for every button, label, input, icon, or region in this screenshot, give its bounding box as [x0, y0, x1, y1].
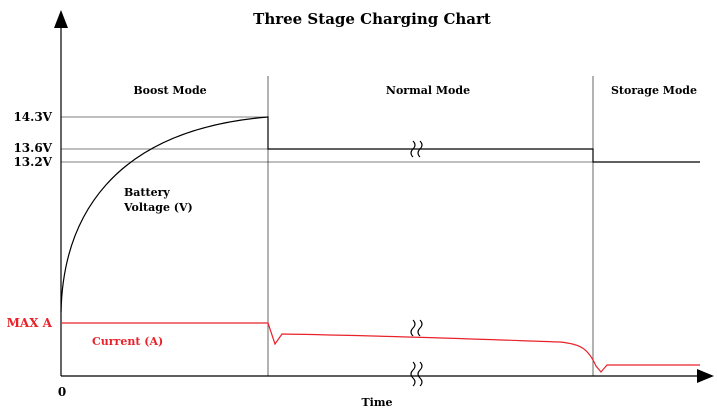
series-label-voltage: Battery Voltage (V): [123, 186, 193, 214]
current-curve: [61, 322, 700, 373]
y-axis-arrow: [54, 10, 68, 28]
y-tick-max-a: MAX A: [7, 316, 53, 330]
x-axis-arrow: [697, 369, 714, 383]
series-label-voltage-line2: Voltage (V): [123, 201, 193, 214]
chart-title: Three Stage Charging Chart: [253, 10, 491, 28]
y-tick-13-2: 13.2V: [13, 155, 52, 169]
origin-label: 0: [58, 385, 66, 399]
y-tick-14-3: 14.3V: [13, 110, 52, 124]
stage-label-normal: Normal Mode: [386, 84, 470, 97]
stage-label-storage: Storage Mode: [611, 84, 697, 97]
break-mark-voltage: [410, 140, 423, 158]
break-mark-axis: [410, 361, 423, 387]
series-label-current: Current (A): [92, 335, 163, 348]
x-axis-label: Time: [361, 396, 392, 409]
y-tick-13-6: 13.6V: [13, 141, 52, 155]
break-mark-current: [410, 319, 423, 337]
series-label-voltage-line1: Battery: [124, 186, 170, 199]
stage-label-boost: Boost Mode: [133, 84, 206, 97]
voltage-curve: [60, 116, 700, 313]
